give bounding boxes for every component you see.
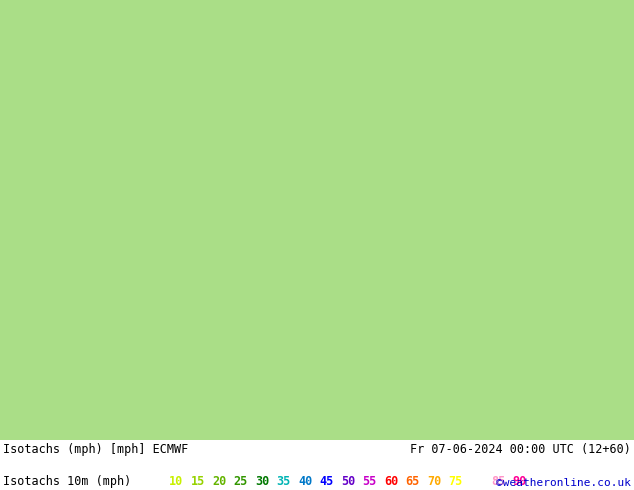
Text: 20: 20 [212, 474, 226, 488]
Text: 10: 10 [169, 474, 183, 488]
Text: 15: 15 [191, 474, 205, 488]
Text: 70: 70 [427, 474, 441, 488]
Text: 75: 75 [448, 474, 463, 488]
Text: 55: 55 [363, 474, 377, 488]
Text: 90: 90 [513, 474, 527, 488]
Text: ©weatheronline.co.uk: ©weatheronline.co.uk [496, 477, 631, 488]
Text: 80: 80 [470, 474, 484, 488]
Text: Isotachs (mph) [mph] ECMWF: Isotachs (mph) [mph] ECMWF [3, 442, 188, 456]
Text: 45: 45 [320, 474, 333, 488]
Text: Fr 07-06-2024 00:00 UTC (12+60): Fr 07-06-2024 00:00 UTC (12+60) [410, 442, 631, 456]
Text: 50: 50 [341, 474, 355, 488]
Text: 60: 60 [384, 474, 398, 488]
Text: 25: 25 [233, 474, 248, 488]
Text: 30: 30 [255, 474, 269, 488]
Text: 35: 35 [276, 474, 291, 488]
Text: 65: 65 [405, 474, 420, 488]
Text: Isotachs 10m (mph): Isotachs 10m (mph) [3, 474, 131, 488]
Text: 85: 85 [491, 474, 505, 488]
Text: 40: 40 [298, 474, 312, 488]
